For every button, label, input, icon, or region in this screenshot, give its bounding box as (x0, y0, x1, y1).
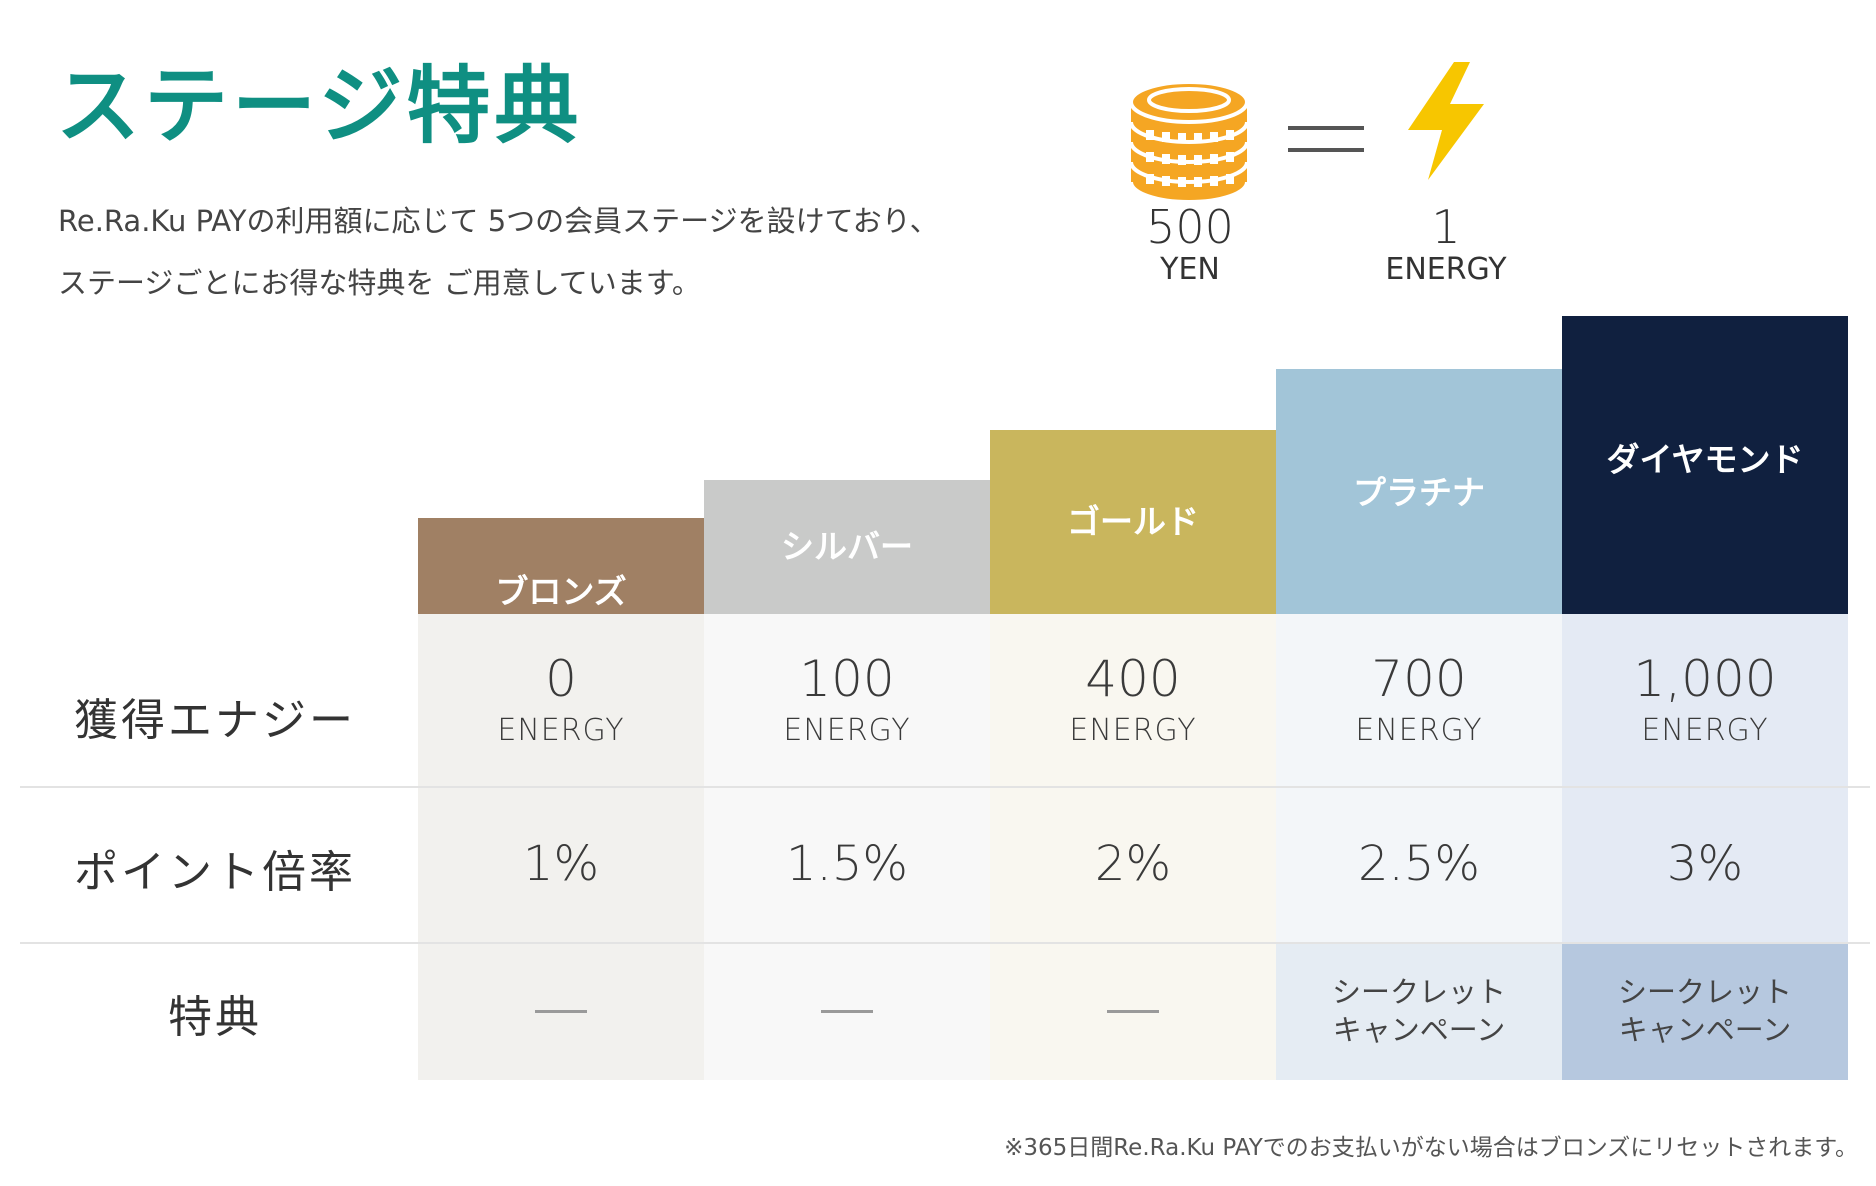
perk-cell-bronze (418, 942, 704, 1080)
energy-unit: ENERGY (1069, 713, 1197, 748)
intro-text: Re.Ra.Ku PAYの利用額に応じて 5つの会員ステージを設けており、 ステ… (58, 190, 939, 314)
no-perk-dash (821, 1009, 873, 1013)
footnote: ※365日間Re.Ra.Ku PAYでのお支払いがない場合はブロンズにリセットさ… (1004, 1135, 1858, 1161)
point-rate-value: 3% (1666, 836, 1744, 892)
row-label-point-rate: ポイント倍率 (74, 847, 356, 898)
point-rate-cell-diamond: 3% (1562, 786, 1848, 942)
stage-header-gold: ゴールド (990, 430, 1276, 614)
lightning-bolt-icon (1408, 62, 1484, 180)
point-rate-value: 1% (522, 836, 600, 892)
perk-cell-gold (990, 942, 1276, 1080)
energy-unit: ENERGY (497, 713, 625, 748)
perk-text: シークレット キャンペーン (1331, 975, 1506, 1047)
row-divider (20, 942, 1870, 944)
energy-value: 700 (1371, 650, 1467, 708)
energy-cell-diamond: 1,000 ENERGY (1562, 614, 1848, 786)
energy-value: 0 (545, 650, 577, 708)
perk-cell-platinum: シークレット キャンペーン (1276, 942, 1562, 1080)
perk-cell-diamond: シークレット キャンペーン (1562, 942, 1848, 1080)
energy-cell-silver: 100 ENERGY (704, 614, 990, 786)
equals-icon (1288, 126, 1364, 152)
point-rate-cell-platinum: 2.5% (1276, 786, 1562, 942)
energy-value: 1,000 (1633, 650, 1777, 708)
stage-header-platinum: プラチナ (1276, 369, 1562, 614)
coins-icon (1129, 80, 1249, 204)
perk-text: シークレット キャンペーン (1617, 975, 1792, 1047)
point-rate-value: 1.5% (786, 836, 908, 892)
stage-name: プラチナ (1353, 472, 1485, 512)
energy-unit: ENERGY (783, 713, 911, 748)
point-rate-cell-silver: 1.5% (704, 786, 990, 942)
energy-unit: ENERGY (1385, 252, 1507, 287)
energy-unit: ENERGY (1641, 713, 1769, 748)
stage-name: ゴールド (1067, 502, 1199, 541)
stage-header-silver: シルバー (704, 480, 990, 614)
stage-header-bronze: ブロンズ (418, 518, 704, 614)
point-rate-value: 2.5% (1358, 836, 1480, 892)
intro-line-2: ステージごとにお得な特典を ご用意しています。 (58, 266, 701, 300)
energy-cell-platinum: 700 ENERGY (1276, 614, 1562, 786)
no-perk-dash (1107, 1009, 1159, 1013)
intro-line-1: Re.Ra.Ku PAYの利用額に応じて 5つの会員ステージを設けており、 (58, 204, 939, 238)
page-title: ステージ特典 (56, 57, 583, 155)
perk-cell-silver (704, 942, 990, 1080)
conversion-graphic: 500 YEN 1 ENERGY (1110, 60, 1530, 300)
stage-header-diamond: ダイヤモンド (1562, 316, 1848, 614)
stage-name: ダイヤモンド (1606, 440, 1804, 479)
energy-value: 100 (799, 650, 895, 708)
energy-cell-gold: 400 ENERGY (990, 614, 1276, 786)
point-rate-cell-bronze: 1% (418, 786, 704, 942)
point-rate-cell-gold: 2% (990, 786, 1276, 942)
row-label-perk: 特典 (168, 992, 262, 1043)
no-perk-dash (535, 1009, 587, 1013)
row-divider (20, 786, 1870, 788)
energy-unit: ENERGY (1355, 713, 1483, 748)
stage-name: ブロンズ (495, 572, 627, 611)
energy-amount: 1 (1431, 200, 1461, 254)
yen-unit: YEN (1160, 252, 1220, 287)
yen-amount: 500 (1146, 200, 1234, 254)
energy-value: 400 (1085, 650, 1181, 708)
row-label-energy: 獲得エナジー (74, 695, 356, 746)
point-rate-value: 2% (1094, 836, 1172, 892)
energy-cell-bronze: 0 ENERGY (418, 614, 704, 786)
stage-name: シルバー (781, 527, 913, 566)
